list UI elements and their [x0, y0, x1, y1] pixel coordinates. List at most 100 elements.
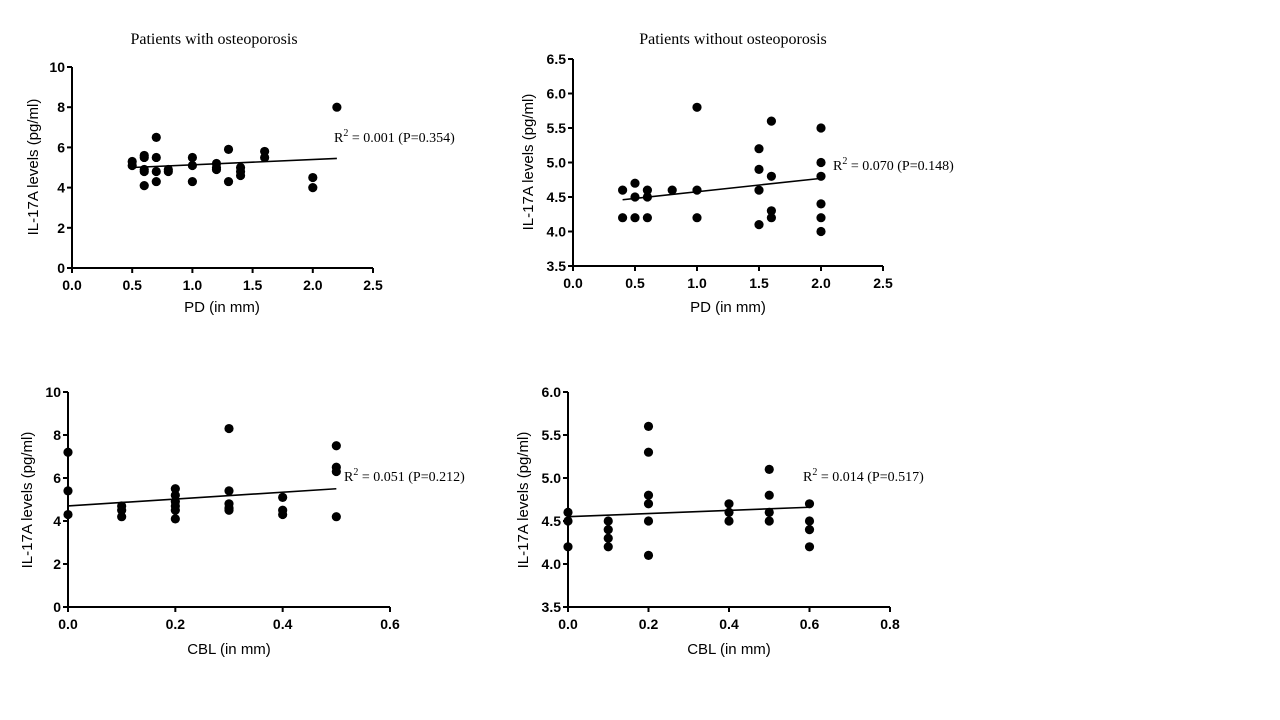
data-point [643, 499, 654, 509]
x-tick-label: 0.0 [58, 616, 78, 632]
data-point [692, 102, 702, 112]
data-point [151, 152, 161, 163]
x-tick-label: 0.0 [62, 277, 82, 293]
data-point [804, 542, 815, 552]
x-tick-label: 2.5 [873, 275, 893, 291]
data-point [63, 509, 73, 520]
regression-line [132, 157, 337, 169]
y-tick-label: 3.5 [542, 599, 562, 615]
data-point [308, 172, 318, 183]
data-point [816, 157, 826, 168]
data-point [170, 490, 180, 500]
x-tick-label: 0.2 [166, 616, 186, 632]
data-point [278, 509, 288, 520]
data-point [563, 507, 573, 517]
data-point [642, 185, 653, 195]
regression-line [67, 487, 337, 507]
x-tick-label: 2.0 [303, 277, 323, 293]
y-tick-label: 4 [53, 513, 61, 529]
data-point [603, 533, 613, 543]
data-point [117, 512, 127, 522]
data-point [331, 512, 341, 522]
data-point [223, 176, 234, 187]
data-point [618, 213, 628, 223]
r-squared-annotation: R2 = 0.070 (P=0.148) [833, 156, 954, 174]
x-tick-label: 0.0 [558, 616, 578, 632]
x-tick-label: 0.5 [122, 277, 142, 293]
x-axis-label: PD (in mm) [690, 299, 766, 316]
data-point [724, 507, 734, 517]
data-point [139, 152, 149, 163]
data-point [667, 185, 677, 195]
y-tick-label: 5.5 [547, 120, 567, 136]
y-tick-label: 10 [45, 384, 61, 400]
data-point [764, 490, 774, 500]
data-point [187, 176, 197, 187]
r-superscript: 2 [812, 467, 817, 478]
x-axis-label: CBL (in mm) [687, 641, 771, 658]
y-axis-label: IL-17A levels (pg/ml) [515, 432, 532, 569]
data-point [224, 505, 234, 515]
y-tick-label: 3.5 [547, 258, 567, 274]
data-point [260, 152, 270, 163]
data-point [766, 171, 777, 181]
panel-pd-with-osteoporosis: Patients with osteoporosis PD (in mm) IL… [25, 31, 455, 316]
y-tick-label: 8 [53, 427, 61, 443]
data-point [754, 220, 764, 230]
x-tick-label: 0.0 [563, 275, 583, 291]
x-tick-label: 2.5 [363, 277, 383, 293]
data-point [724, 499, 734, 509]
data-point [603, 516, 613, 526]
x-tick-label: 0.2 [639, 616, 659, 632]
data-point [630, 178, 640, 188]
r-squared-annotation: R2 = 0.014 (P=0.517) [803, 467, 924, 485]
data-point [563, 542, 573, 552]
data-point [151, 176, 161, 187]
y-tick-label: 4.5 [542, 513, 562, 529]
data-point [816, 123, 826, 133]
data-point [630, 192, 640, 202]
data-point [170, 514, 180, 524]
data-point [187, 152, 197, 163]
y-tick-label: 5.5 [542, 427, 562, 443]
data-point [816, 199, 826, 209]
panel-title: Patients without osteoporosis [639, 31, 827, 48]
y-axis-label: IL-17A levels (pg/ml) [19, 432, 36, 569]
data-point [630, 213, 640, 223]
x-tick-label: 0.8 [880, 616, 900, 632]
data-point [235, 170, 246, 181]
y-axis-label: IL-17A levels (pg/ml) [520, 94, 537, 231]
y-tick-label: 10 [49, 59, 65, 75]
data-point [766, 116, 777, 126]
r-squared-value: = 0.070 (P=0.148) [847, 159, 954, 174]
x-tick-label: 1.5 [243, 277, 263, 293]
data-point [163, 166, 173, 177]
y-tick-label: 6.0 [547, 86, 567, 102]
data-point [804, 525, 815, 535]
y-tick-label: 2 [57, 220, 65, 236]
r-squared-value: = 0.001 (P=0.354) [348, 131, 455, 146]
y-axis-label: IL-17A levels (pg/ml) [25, 99, 42, 236]
data-point [724, 516, 734, 526]
r-superscript: 2 [842, 156, 847, 167]
r-symbol: R [803, 470, 813, 485]
y-tick-label: 5.0 [547, 155, 567, 171]
data-point [643, 516, 654, 526]
data-point [127, 160, 137, 171]
data-point [816, 226, 826, 237]
x-tick-label: 1.0 [687, 275, 707, 291]
data-point [643, 421, 654, 431]
y-tick-label: 5.0 [542, 470, 562, 486]
data-point [754, 144, 764, 154]
panel-cbl-with-osteoporosis: CBL (in mm) IL-17A levels (pg/ml) 0 2 4 6 8 1… [19, 384, 465, 658]
data-point [139, 180, 149, 191]
x-tick-label: 0.4 [719, 616, 739, 632]
data-point [764, 464, 774, 474]
r-symbol: R [833, 159, 843, 174]
data-point [151, 166, 161, 177]
x-tick-label: 0.5 [625, 275, 645, 291]
data-point [766, 213, 777, 223]
r-superscript: 2 [343, 128, 348, 139]
y-tick-label: 4.0 [547, 224, 567, 240]
